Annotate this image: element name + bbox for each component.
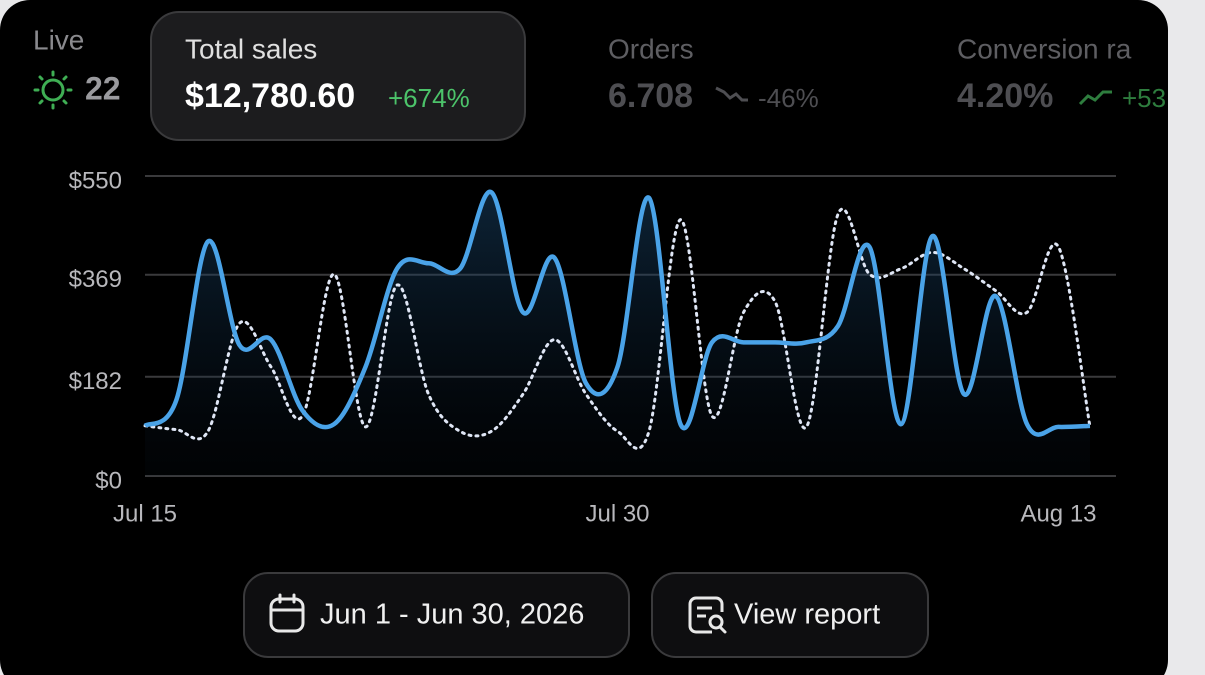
live-icon <box>33 70 73 110</box>
metric-label: Total sales <box>185 33 317 64</box>
live-value: 22 <box>85 70 121 106</box>
metric-value: 6.708 <box>608 77 693 115</box>
card <box>0 0 1168 675</box>
y-tick-label: $182 <box>69 368 122 395</box>
metric-change: +674% <box>388 83 470 113</box>
x-tick-label: Jul 30 <box>585 500 649 527</box>
y-tick-label: $0 <box>95 467 122 494</box>
button-label[interactable]: View report <box>734 599 880 631</box>
metric-change: +53 <box>1122 83 1166 113</box>
trend-icon <box>715 86 748 102</box>
button-frame[interactable] <box>651 572 929 658</box>
live-label: Live <box>33 24 84 55</box>
area <box>145 191 1090 477</box>
y-tick-label: $369 <box>69 266 122 293</box>
x-tick-label: Aug 13 <box>1020 500 1096 527</box>
metric-value: 4.20% <box>957 77 1053 115</box>
metric-label: Orders <box>608 33 694 64</box>
metric-change: -46% <box>758 83 819 113</box>
trend-icon <box>1078 90 1112 106</box>
button-label[interactable]: Jun 1 - Jun 30, 2026 <box>320 599 584 631</box>
x-tick-label: Jul 15 <box>113 500 177 527</box>
metric-card-selected[interactable] <box>150 11 526 141</box>
chart: $0 $182 $369 $550 Jul 15 Jul 30 Aug 13 <box>69 167 1116 527</box>
metric-label: Conversion ra <box>957 33 1132 64</box>
report-button[interactable]: View report <box>651 572 929 658</box>
metric-value: $12,780.60 <box>185 77 355 115</box>
report-icon <box>688 596 727 634</box>
calendar-icon <box>269 593 305 633</box>
series-line <box>143 189 1091 437</box>
button-frame[interactable] <box>243 572 630 658</box>
date-button[interactable]: Jun 1 - Jun 30, 2026 <box>243 572 630 658</box>
y-tick-label: $550 <box>69 167 122 194</box>
